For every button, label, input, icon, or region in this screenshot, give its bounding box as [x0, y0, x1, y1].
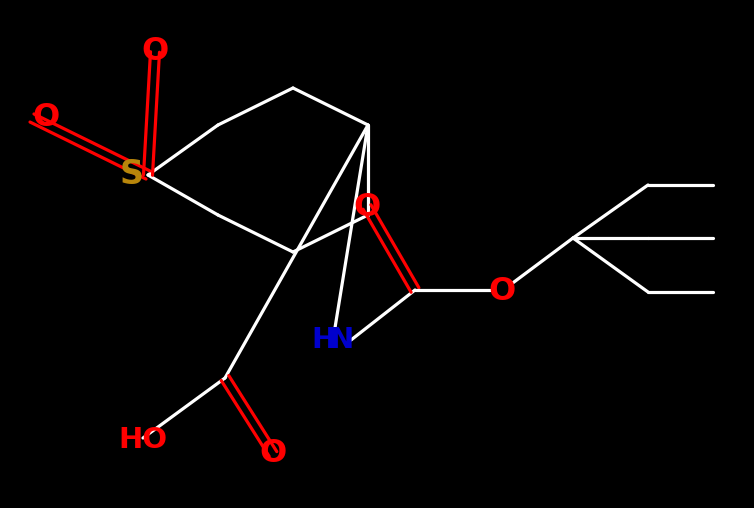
Text: HO: HO	[118, 426, 167, 454]
Text: H: H	[311, 326, 335, 354]
Text: N: N	[329, 326, 353, 354]
Text: O: O	[32, 103, 60, 134]
Text: O: O	[489, 276, 516, 307]
Text: S: S	[120, 158, 144, 192]
Text: O: O	[259, 438, 287, 469]
Text: O: O	[354, 192, 381, 223]
Text: O: O	[142, 37, 169, 68]
